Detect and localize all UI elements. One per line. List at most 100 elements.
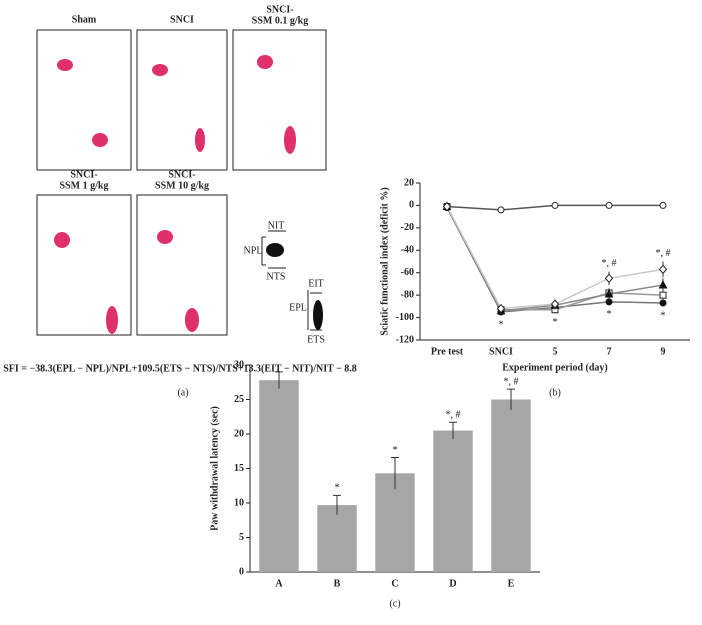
annotation: *: [393, 445, 398, 456]
footprint-panel: [36, 29, 327, 336]
paw: [284, 126, 296, 154]
y-tick-label: -40: [401, 245, 414, 256]
y-tick-label: 20: [404, 177, 414, 188]
bar: [259, 380, 299, 572]
series-line: [446, 206, 664, 312]
marker: [604, 288, 614, 298]
y-tick-label: 30: [234, 359, 244, 370]
paw: [266, 243, 284, 257]
marker: [442, 201, 452, 212]
marker: [604, 273, 614, 284]
annotation: *, #: [602, 258, 617, 269]
error-bar: [333, 494, 341, 515]
diagram-label: NTS: [267, 271, 286, 282]
marker: [658, 279, 668, 289]
x-tick-label: E: [508, 578, 515, 589]
panel-label: SNCI-: [70, 169, 97, 180]
x-tick-label: 7: [607, 346, 612, 357]
annotation: *, #: [504, 376, 519, 387]
marker: [551, 201, 559, 209]
annotation: *: [499, 319, 504, 330]
paw: [92, 133, 108, 147]
paw: [106, 306, 118, 334]
diagram-label: NIT: [268, 220, 285, 231]
y-axis-label: Paw withdrawal latency (sec): [209, 406, 220, 531]
error-bar: [391, 456, 399, 490]
bar: [491, 399, 531, 572]
marker: [605, 298, 613, 306]
frame: [36, 194, 132, 336]
marker: [659, 201, 667, 209]
diagram-label: EPL: [289, 302, 307, 313]
error-bar: [275, 371, 283, 389]
formula: SFI = −38.3(EPL − NPL)/NPL+109.5(ETS − N…: [3, 363, 357, 374]
annotation: *: [607, 309, 612, 320]
y-tick-label: 0: [239, 566, 244, 577]
marker: [659, 291, 667, 299]
y-tick-label: 5: [239, 532, 244, 543]
panel-label: SSM 10 g/kg: [155, 180, 209, 191]
y-tick-label: -80: [401, 289, 414, 300]
annotation: *, #: [446, 410, 461, 421]
y-tick-label: -20: [401, 222, 414, 233]
paw: [195, 128, 205, 152]
panel-label: Sham: [72, 14, 97, 25]
paw: [54, 232, 70, 248]
diagram-label: ETS: [307, 334, 325, 345]
x-tick-label: C: [391, 578, 398, 589]
paw: [257, 55, 273, 69]
panel-label: SNCI-: [266, 4, 293, 15]
y-tick-label: 0: [409, 200, 414, 211]
y-tick-label: -60: [401, 267, 414, 278]
x-tick-label: 9: [661, 346, 666, 357]
y-tick-label: 15: [234, 463, 244, 474]
frame: [136, 29, 228, 171]
x-axis-label: Experiment period (day): [502, 362, 608, 373]
marker: [605, 201, 613, 209]
series-line: [446, 207, 664, 313]
bar: [317, 505, 357, 572]
x-tick-label: B: [334, 578, 341, 589]
y-tick-label: 10: [234, 497, 244, 508]
paw: [57, 59, 73, 71]
caption: (b): [549, 387, 561, 398]
y-axis-label: Sciatic functional index (deficit %): [379, 187, 390, 335]
panel-label: SNCI: [170, 14, 194, 25]
error-bar: [507, 388, 515, 410]
error-bar: [449, 421, 457, 439]
brackets: [261, 230, 322, 331]
annotation: *: [661, 310, 666, 321]
x-tick-label: A: [275, 578, 283, 589]
marker: [659, 299, 667, 307]
bar: [375, 473, 415, 572]
x-tick-label: SNCI: [489, 346, 513, 357]
annotation: *: [335, 483, 340, 494]
series-line: [446, 206, 664, 311]
marker: [496, 303, 506, 314]
diagram-label: EIT: [308, 278, 324, 289]
frame: [36, 29, 132, 171]
y-tick-label: -120: [396, 334, 414, 345]
marker: [497, 206, 505, 214]
marker: [550, 299, 560, 309]
x-tick-label: D: [449, 578, 456, 589]
bar: [433, 430, 473, 572]
marker: [658, 264, 668, 275]
frame: [232, 29, 327, 171]
y-tick-label: 25: [234, 394, 244, 405]
panel-label: SNCI-: [168, 169, 195, 180]
paw: [185, 308, 199, 332]
caption: (c): [389, 598, 400, 609]
diagram-label: NPL: [244, 245, 263, 256]
panel-label: SSM 0.1 g/kg: [252, 15, 308, 26]
x-tick-label: 5: [553, 346, 558, 357]
panel-label: SSM 1 g/kg: [60, 180, 109, 191]
y-tick-label: -100: [396, 312, 414, 323]
x-tick-label: Pre test: [431, 346, 464, 357]
paw: [157, 230, 173, 244]
caption: (a): [177, 387, 188, 398]
annotation: *: [553, 317, 558, 328]
frame: [136, 194, 228, 336]
paw: [152, 64, 168, 76]
